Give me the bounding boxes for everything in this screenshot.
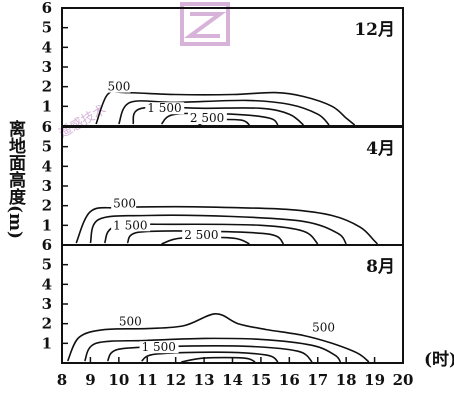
x-tick-label: 18 xyxy=(336,371,357,389)
y-tick-label: 5 xyxy=(42,19,52,37)
contour-line-2000 xyxy=(160,112,279,126)
x-tick-label: 13 xyxy=(194,371,215,389)
panel-month-label: 12月 xyxy=(354,20,395,40)
x-tick-label: 17 xyxy=(307,371,328,389)
y-tick-label: 2 xyxy=(42,315,52,333)
contour-line-1000 xyxy=(89,214,347,245)
contour-line-2000 xyxy=(141,351,279,363)
contour-line-1000 xyxy=(118,99,330,126)
y-tick-label: 3 xyxy=(42,177,52,195)
panel-2: 12 3 45 6 4月 500 1 500 2 500 xyxy=(42,118,404,246)
watermark-logo xyxy=(180,2,230,46)
x-tick-label: 9 xyxy=(85,371,95,389)
y-tick-label: 6 xyxy=(42,0,52,17)
y-tick-label: 4 xyxy=(42,157,52,175)
y-tick-label: 6 xyxy=(42,236,52,254)
panel-1: 12 3 45 6 12月 500 1 500 2 500 xyxy=(42,0,404,127)
contour-label: 2 500 xyxy=(184,228,218,242)
x-axis: 8 9 10 11 12 13 14 15 16 17 18 19 20 xyxy=(57,357,414,389)
contour-label: 500 xyxy=(119,315,142,329)
contour-line-1000 xyxy=(83,337,342,363)
y-tick-label: 4 xyxy=(42,38,52,56)
y-tick-label: 6 xyxy=(42,118,52,136)
x-tick-label: 11 xyxy=(137,371,158,389)
x-tick-label: 8 xyxy=(57,371,67,389)
y-tick-label: 1 xyxy=(42,97,52,115)
y-tick-label: 3 xyxy=(42,295,52,313)
x-tick-label: 16 xyxy=(279,371,300,389)
contour-label-bg xyxy=(111,197,137,210)
x-tick-label: 19 xyxy=(364,371,385,389)
contour-label: 1 500 xyxy=(142,340,176,354)
contour-label: 1 500 xyxy=(147,101,181,115)
y-axis-label: 离地面高度(m) xyxy=(5,119,26,239)
contour-label: 500 xyxy=(107,80,130,94)
watermark-logo-mark xyxy=(183,12,227,38)
contour-line-500 xyxy=(66,312,370,363)
x-tick-label: 15 xyxy=(250,371,271,389)
y-tick-label: 2 xyxy=(42,197,52,215)
contour-label-bg xyxy=(105,80,131,93)
contour-label: 2 500 xyxy=(190,111,224,125)
y-tick-label: 1 xyxy=(42,216,52,234)
contour-label: 500 xyxy=(113,197,136,211)
y-tick-label: 5 xyxy=(42,138,52,156)
contour-line-500 xyxy=(75,205,379,245)
x-axis-label: (时) xyxy=(424,350,454,370)
x-tick-label: 14 xyxy=(222,371,243,389)
contour-label: 1 500 xyxy=(113,218,147,232)
y-tick-label: 3 xyxy=(42,58,52,76)
contour-line-1500 xyxy=(106,345,313,363)
contour-line-2500 xyxy=(181,356,256,363)
y-tick-label: 2 xyxy=(42,78,52,96)
x-tick-label: 10 xyxy=(108,371,129,389)
panel-month-label: 8月 xyxy=(366,257,395,277)
y-tick-label: 5 xyxy=(42,256,52,274)
y-tick-label: 4 xyxy=(42,275,52,293)
contour-label-bg xyxy=(310,321,336,334)
panel-month-label: 4月 xyxy=(366,139,395,159)
x-tick-label: 12 xyxy=(165,371,186,389)
contour-label-bg xyxy=(139,341,179,354)
x-tick-label: 20 xyxy=(393,371,414,389)
contour-label-bg xyxy=(111,219,151,232)
contour-label-bg xyxy=(116,315,142,328)
contour-label-bg xyxy=(145,102,185,115)
contour-label-bg xyxy=(187,112,227,125)
contour-label: 500 xyxy=(312,321,335,335)
y-tick-label: 1 xyxy=(42,334,52,352)
contour-label-bg xyxy=(182,229,222,242)
contour-line-1500 xyxy=(132,106,305,126)
